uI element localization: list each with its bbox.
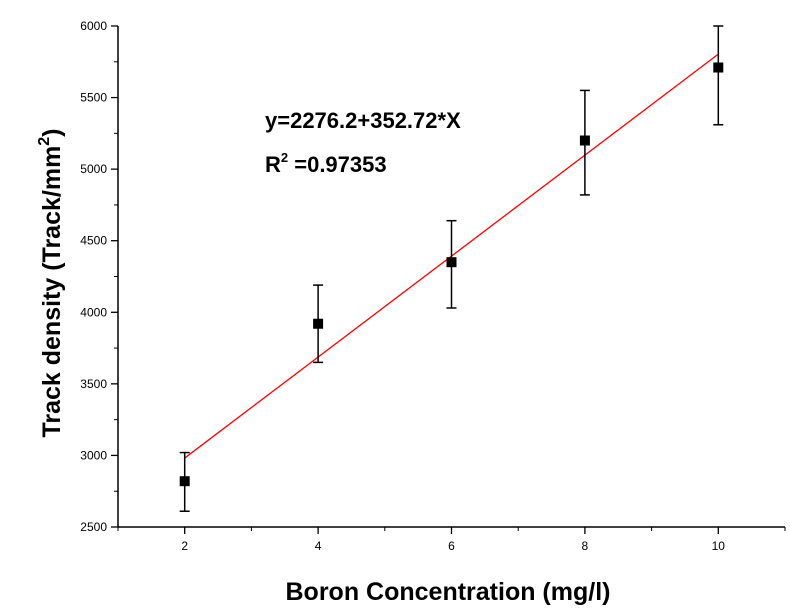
r-squared-sup: 2 [281, 150, 288, 165]
r-squared-annotation: R2 =0.97353 [265, 150, 387, 177]
x-tick-label: 8 [582, 539, 589, 553]
y-axis-title-main: Track density (Track/mm [38, 146, 66, 438]
x-tick-label: 6 [448, 539, 455, 553]
y-axis-ticks: 2500 3000 3500 4000 4500 5000 5500 6000 [80, 19, 118, 534]
y-axis-title-end: ) [38, 128, 66, 136]
y-tick-label: 6000 [80, 19, 107, 33]
x-axis-title: Boron Concentration (mg/l) [286, 578, 611, 606]
y-axis-title: Track density (Track/mm2) [36, 128, 66, 437]
data-points-layer [179, 62, 724, 487]
x-tick-label: 4 [315, 539, 322, 553]
error-bar [713, 25, 724, 126]
x-axis-ticks: 2 4 6 8 10 [117, 527, 786, 553]
data-point [179, 476, 190, 487]
y-tick-label: 5000 [80, 162, 107, 176]
y-tick-label: 2500 [80, 520, 107, 534]
error-bars-layer [179, 25, 724, 513]
y-tick-label: 4500 [80, 234, 107, 248]
y-tick-label: 3500 [80, 377, 107, 391]
x-tick-label: 2 [181, 539, 188, 553]
r-squared-value: =0.97353 [288, 152, 386, 177]
r-squared-prefix: R [265, 152, 281, 177]
x-tick-label: 10 [712, 539, 726, 553]
y-axis-title-sup: 2 [36, 137, 53, 146]
fit-equation: y=2276.2+352.72*X [265, 108, 461, 133]
data-point [313, 318, 324, 329]
data-point [446, 257, 457, 268]
y-tick-label: 3000 [80, 448, 107, 462]
y-tick-label: 4000 [80, 305, 107, 319]
data-point [579, 135, 590, 146]
data-point [713, 62, 724, 73]
y-tick-label: 5500 [80, 91, 107, 105]
